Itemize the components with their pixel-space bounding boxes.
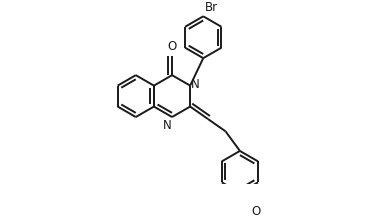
Text: N: N	[191, 78, 200, 92]
Text: O: O	[167, 40, 177, 53]
Text: Br: Br	[204, 1, 218, 14]
Text: N: N	[163, 119, 171, 132]
Text: O: O	[251, 204, 260, 218]
